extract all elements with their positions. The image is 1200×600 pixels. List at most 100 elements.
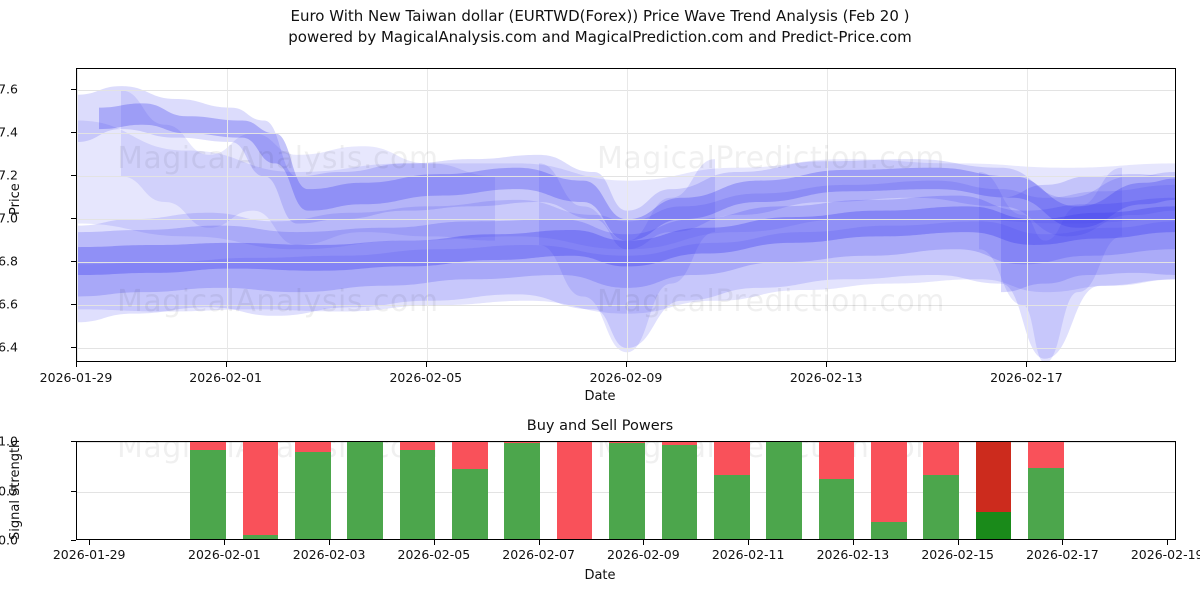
bar-column[interactable]: [347, 441, 383, 539]
bars-x-tickmark: [538, 540, 540, 545]
band-5-upper-thin: [99, 103, 1175, 241]
wave-gridline-v: [226, 69, 228, 361]
bars-title: Buy and Sell Powers: [526, 418, 674, 434]
bar-segment-sell: [242, 442, 279, 536]
band-6-diagonal-wide: [77, 120, 1175, 250]
bars-x-tick-label: 2026-02-11: [711, 547, 785, 562]
wave-gridline-h: [77, 133, 1175, 135]
bar-column[interactable]: [609, 442, 645, 539]
bar-segment-sell: [661, 442, 698, 445]
wave-gridline-h: [77, 219, 1175, 221]
bar-column[interactable]: [1028, 442, 1064, 539]
bar-column[interactable]: [504, 442, 541, 539]
wave-gridline-h: [77, 176, 1175, 178]
bars-x-tickmark: [224, 540, 226, 545]
bars-x-tickmark: [957, 540, 959, 545]
wave-x-tickmark: [76, 362, 77, 367]
wave-y-tick-label: 36.6: [0, 296, 18, 312]
bars-y-tickmark: [71, 441, 76, 442]
bar-column[interactable]: [871, 442, 907, 539]
bar-column[interactable]: [452, 442, 488, 539]
bar-segment-sell: [294, 442, 331, 452]
bars-x-axis-label: Date: [584, 568, 616, 583]
title-line-1: Euro With New Taiwan dollar (EURTWD(Fore…: [290, 7, 910, 25]
wave-y-tickmark: [71, 132, 76, 134]
bar-column[interactable]: [294, 442, 331, 539]
bar-column[interactable]: [818, 442, 855, 539]
bars-x-tick-label: 2026-02-07: [502, 547, 575, 562]
bar-segment-sell: [871, 442, 907, 523]
bars-x-tickmark: [89, 540, 91, 545]
wave-gridline-v: [1027, 69, 1029, 361]
bar-column[interactable]: [661, 442, 698, 539]
wave-y-tick-label: 36.4: [0, 339, 18, 355]
wave-y-tickmark: [71, 175, 76, 177]
bars-x-tick-label: 2026-02-17: [1026, 547, 1099, 562]
band-3-core: [77, 206, 1175, 276]
band-2-mid-low: [77, 195, 1175, 297]
wave-y-tick-label: 37.0: [0, 210, 18, 226]
bars-x-tick-label: 2026-02-05: [397, 547, 471, 562]
wave-x-tickmark: [1026, 362, 1028, 367]
bar-segment-buy: [504, 442, 541, 539]
bar-segment-buy: [452, 468, 488, 539]
bars-y-tick-label: 1.0: [0, 433, 18, 449]
wave-y-tickmark: [71, 304, 76, 306]
bar-segment-sell: [1028, 442, 1064, 468]
wave-gridline-h: [77, 347, 1175, 349]
wave-y-tick-label: 36.8: [0, 253, 18, 269]
bar-column[interactable]: [975, 442, 1012, 539]
bar-segment-sell: [504, 442, 541, 443]
wave-y-tickmark: [71, 261, 76, 263]
wave-x-tickmark: [425, 362, 427, 367]
wave-gridline-h: [77, 262, 1175, 264]
wave-y-tick-label: 37.6: [0, 81, 18, 97]
bar-segment-buy: [713, 474, 750, 539]
band-8-spike-left: [121, 90, 495, 245]
wave-x-tickmark: [626, 362, 627, 367]
bar-segment-buy: [242, 535, 279, 539]
bar-column[interactable]: [923, 442, 960, 539]
bar-segment-buy: [766, 442, 802, 539]
bar-segment-sell: [452, 442, 488, 469]
bars-y-tick-label: 0.0: [0, 532, 18, 548]
bars-x-tickmark: [1167, 540, 1169, 545]
bar-segment-sell: [399, 442, 436, 450]
bars-x-tickmark: [433, 540, 435, 545]
bar-segment-sell: [975, 442, 1012, 513]
band-1-outer-low: [77, 180, 1175, 359]
bar-segment-buy: [294, 451, 331, 539]
title-line-2: powered by MagicalAnalysis.com and Magic…: [288, 28, 912, 46]
wave-y-tickmark: [71, 218, 76, 220]
wave-x-tick-label: 2026-02-01: [189, 370, 262, 385]
bar-segment-sell: [347, 441, 383, 442]
bar-segment-buy: [923, 474, 960, 539]
bars-x-tickmark: [852, 540, 854, 545]
bars-x-tickmark: [643, 540, 645, 545]
wave-gridline-h: [77, 305, 1175, 307]
bars-y-tickmark: [71, 490, 76, 492]
wave-gridline-v: [827, 69, 829, 361]
wave-y-tick-label: 37.4: [0, 124, 18, 140]
wave-x-tick-label: 2026-02-09: [589, 370, 663, 385]
bar-column[interactable]: [190, 442, 226, 539]
bars-plot-frame: MagicalAnalysis.com MagicalPrediction.co…: [76, 441, 1176, 540]
bar-segment-buy: [818, 478, 855, 539]
bar-column[interactable]: [766, 442, 802, 539]
bars-x-tick-label: 2026-02-03: [292, 547, 366, 562]
bars-x-tickmark: [1062, 540, 1064, 545]
bar-segment-sell: [556, 442, 593, 539]
bar-column[interactable]: [399, 442, 436, 539]
bar-column[interactable]: [242, 442, 279, 539]
wave-x-tick-label: 2026-01-29: [39, 370, 113, 385]
bar-segment-buy: [975, 512, 1012, 539]
wave-y-tick-label: 37.2: [0, 167, 18, 183]
bars-x-tick-label: 2026-02-13: [816, 547, 890, 562]
wave-plot-frame: MagicalAnalysis.com MagicalPrediction.co…: [76, 68, 1176, 362]
bar-column[interactable]: [713, 442, 750, 539]
wave-x-tickmark: [826, 362, 828, 367]
wave-x-tick-label: 2026-02-17: [990, 370, 1063, 385]
bar-segment-buy: [190, 449, 226, 539]
bar-column[interactable]: [556, 442, 593, 539]
